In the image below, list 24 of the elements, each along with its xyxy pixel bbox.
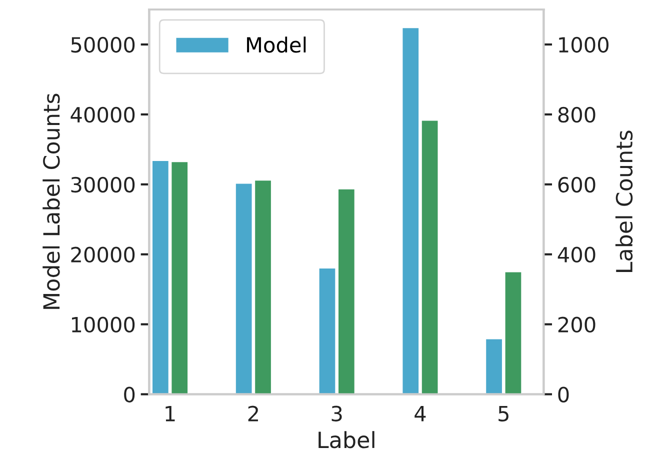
- x-tick-label: 1: [166, 406, 175, 422]
- bar: [170, 161, 188, 394]
- y2-tick-label: 400: [558, 246, 596, 263]
- bar: [152, 160, 170, 394]
- y-tick-label: 30000: [71, 176, 135, 193]
- x-tick-label: 4: [414, 406, 426, 422]
- y-tick-label: 0: [124, 386, 135, 402]
- y-tick-label: 10000: [72, 316, 135, 333]
- x-tick-label: 5: [498, 406, 508, 422]
- y2-tick-label: 200: [558, 316, 596, 333]
- bar: [254, 180, 272, 394]
- y-tick-label: 50000: [71, 36, 135, 53]
- y2-tick-label: 600: [558, 176, 596, 193]
- y-tick-label: 40000: [70, 106, 135, 123]
- y-tick-label: 20000: [71, 246, 135, 263]
- x-axis-title: Label: [318, 431, 374, 448]
- y2-tick-label: 0: [558, 386, 569, 402]
- x-tick-label: 3: [332, 406, 342, 422]
- legend-label: Model: [247, 36, 306, 53]
- y2-axis-title: Label Counts: [615, 130, 633, 272]
- y2-tick-label: 800: [558, 106, 596, 123]
- y2-tick-label: 1000: [559, 36, 608, 53]
- x-tick-label: 2: [248, 406, 258, 422]
- y-axis-title: Model Label Counts: [42, 94, 60, 309]
